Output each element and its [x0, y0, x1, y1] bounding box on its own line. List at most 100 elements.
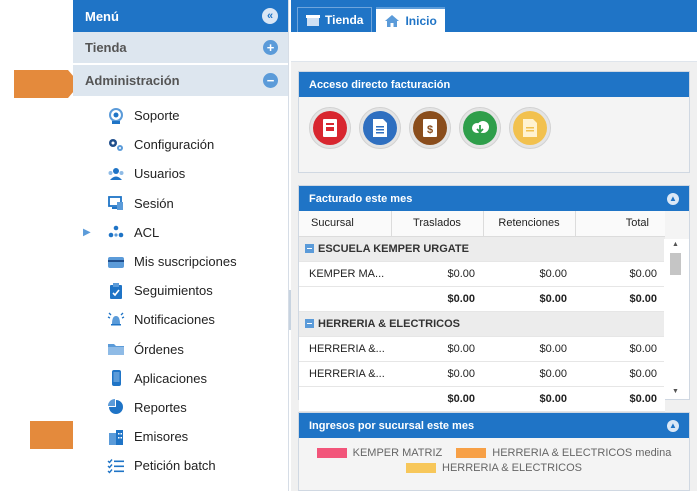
collapse-group-icon[interactable]: [305, 244, 314, 254]
sidebar-item-label: Seguimientos: [134, 283, 213, 299]
cell-sucursal: [299, 286, 391, 312]
quick-note-button[interactable]: [509, 107, 551, 149]
cell-total: $0.00: [575, 386, 665, 412]
section-label: Administración: [85, 73, 180, 88]
collapse-panel-icon[interactable]: ▲: [667, 419, 679, 432]
sidebar-item-label: Configuración: [134, 137, 215, 153]
column-header-sucursal[interactable]: Sucursal: [299, 211, 392, 237]
sidebar-item-seguimientos[interactable]: Seguimientos: [73, 276, 288, 305]
scrollbar-thumb[interactable]: [670, 253, 681, 275]
tab-bar: Tienda Inicio: [291, 0, 697, 32]
sidebar-header: Menú «: [73, 0, 288, 32]
sidebar-title: Menú: [85, 8, 119, 24]
tab-tienda[interactable]: Tienda: [297, 7, 373, 32]
svg-text:$: $: [427, 124, 433, 136]
sidebar-item-label: Aplicaciones: [134, 370, 207, 386]
invoice-icon: [313, 111, 347, 145]
sidebar-item-configuracion[interactable]: Configuración: [73, 130, 288, 159]
panel-title: Facturado este mes: [309, 192, 413, 205]
column-header-traslados[interactable]: Traslados: [391, 211, 484, 237]
group-row[interactable]: HERRERIA & ELECTRICOS: [299, 311, 665, 337]
sidebar-item-usuarios[interactable]: Usuarios: [73, 159, 288, 188]
sidebar-resize-handle[interactable]: [289, 290, 292, 330]
billed-this-month-panel: Facturado este mes ▲ Sucursal Traslados …: [298, 185, 690, 412]
sidebar-section-administracion[interactable]: Administración −: [73, 65, 288, 98]
sidebar-item-label: Emisores: [134, 429, 189, 445]
legend-label: HERRERIA & ELECTRICOS: [442, 462, 582, 474]
clipboard-icon: [107, 282, 125, 300]
pointer-arrow-administracion: [14, 70, 80, 98]
main-area: Tienda Inicio Acceso directo facturación: [291, 0, 697, 491]
sidebar-item-sesion[interactable]: Sesión: [73, 189, 288, 218]
column-header-retenciones[interactable]: Retenciones: [483, 211, 576, 237]
panel-title: Ingresos por sucursal este mes: [309, 419, 475, 432]
sidebar-item-label: Usuarios: [134, 166, 186, 182]
sidebar-section-tienda[interactable]: Tienda +: [73, 32, 288, 65]
sidebar-item-mis-suscripciones[interactable]: Mis suscripciones: [73, 247, 288, 276]
admin-menu: Soporte Configuración Usuarios Sesión ▶: [73, 98, 288, 480]
quick-invoice-button[interactable]: [309, 107, 351, 149]
collapse-panel-icon[interactable]: ▲: [667, 192, 679, 205]
building-icon: [107, 428, 125, 446]
table-row[interactable]: HERRERIA &... $0.00 $0.00 $0.00: [299, 361, 665, 387]
gears-icon: [107, 136, 125, 154]
phone-icon: [107, 369, 125, 387]
collapse-group-icon[interactable]: [305, 319, 314, 329]
cell-sucursal: KEMPER MA...: [299, 261, 391, 287]
group-name: ESCUELA KEMPER URGATE: [318, 242, 469, 255]
legend-label: HERRERIA & ELECTRICOS medina: [492, 447, 672, 459]
sidebar-item-label: Mis suscripciones: [134, 254, 237, 270]
cell-retenciones: $0.00: [483, 336, 575, 362]
dollar-document-icon: $: [413, 111, 447, 145]
pie-icon: [107, 398, 125, 416]
store-icon: [306, 14, 320, 27]
cell-retenciones: $0.00: [483, 386, 575, 412]
tab-inicio[interactable]: Inicio: [376, 7, 445, 32]
column-header-total[interactable]: Total: [575, 211, 665, 237]
collapse-minus-icon[interactable]: −: [263, 73, 278, 88]
panel-header: Acceso directo facturación: [299, 72, 689, 97]
sidebar-item-notificaciones[interactable]: Notificaciones: [73, 305, 288, 334]
legend-item[interactable]: HERRERIA & ELECTRICOS medina: [456, 447, 671, 459]
table-row[interactable]: KEMPER MA... $0.00 $0.00 $0.00: [299, 261, 665, 287]
expand-caret-icon[interactable]: ▶: [83, 226, 91, 238]
users-icon: [107, 165, 125, 183]
expand-plus-icon[interactable]: +: [263, 40, 278, 55]
quick-dollar-document-button[interactable]: $: [409, 107, 451, 149]
sidebar: Menú « Tienda + Administración − Soporte…: [73, 0, 289, 491]
chart-legend: KEMPER MATRIZ HERRERIA & ELECTRICOS medi…: [299, 438, 689, 474]
bell-icon: [107, 311, 125, 329]
group-row[interactable]: ESCUELA KEMPER URGATE: [299, 236, 665, 262]
legend-item[interactable]: HERRERIA & ELECTRICOS: [406, 462, 582, 474]
scroll-down-icon[interactable]: ▼: [672, 388, 679, 395]
sidebar-item-aplicaciones[interactable]: Aplicaciones: [73, 364, 288, 393]
panel-header: Ingresos por sucursal este mes ▲: [299, 413, 689, 438]
sidebar-item-reportes[interactable]: Reportes: [73, 393, 288, 422]
sidebar-item-label: Petición batch: [134, 458, 216, 474]
panel-title: Acceso directo facturación: [309, 78, 451, 91]
tab-label: Tienda: [325, 13, 364, 27]
cell-retenciones: $0.00: [483, 286, 575, 312]
tab-label: Inicio: [405, 13, 437, 28]
table-row[interactable]: HERRERIA &... $0.00 $0.00 $0.00: [299, 336, 665, 362]
billed-table: Sucursal Traslados Retenciones Total ESC…: [299, 211, 665, 412]
legend-item[interactable]: KEMPER MATRIZ: [316, 447, 442, 459]
quick-document-button[interactable]: [359, 107, 401, 149]
table-vertical-scrollbar[interactable]: ▲ ▼: [664, 239, 689, 399]
sidebar-item-peticion-batch[interactable]: Petición batch: [73, 451, 288, 480]
panel-header: Facturado este mes ▲: [299, 186, 689, 211]
sidebar-item-soporte[interactable]: Soporte: [73, 101, 288, 130]
quick-download-button[interactable]: [459, 107, 501, 149]
quick-access-buttons: $: [299, 97, 689, 149]
support-icon: [107, 107, 125, 125]
group-name: HERRERIA & ELECTRICOS: [318, 317, 460, 330]
scroll-up-icon[interactable]: ▲: [672, 241, 679, 248]
checklist-icon: [107, 457, 125, 475]
acl-icon: [107, 223, 125, 241]
sidebar-item-emisores[interactable]: Emisores: [73, 422, 288, 451]
collapse-sidebar-icon[interactable]: «: [262, 8, 278, 24]
sidebar-item-acl[interactable]: ▶ ACL: [73, 218, 288, 247]
sidebar-item-ordenes[interactable]: Órdenes: [73, 335, 288, 364]
document-icon: [363, 111, 397, 145]
cell-total: $0.00: [575, 286, 665, 312]
